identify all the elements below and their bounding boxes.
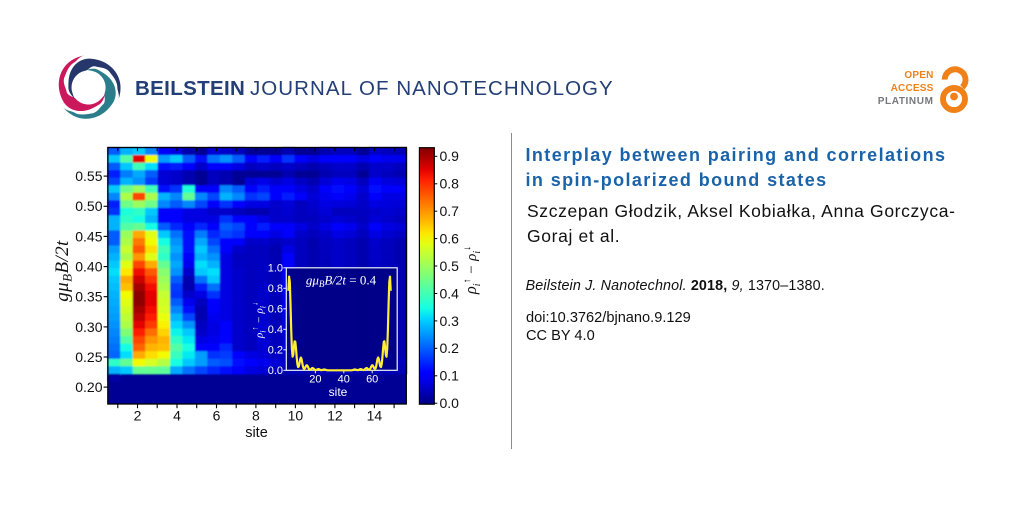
svg-text:60: 60 [366,374,378,386]
svg-text:0.7: 0.7 [440,203,460,219]
svg-text:1.0: 1.0 [268,263,283,275]
svg-text:0.35: 0.35 [75,289,102,305]
svg-text:0.2: 0.2 [268,345,283,357]
svg-text:20: 20 [309,374,321,386]
svg-text:40: 40 [338,374,350,386]
svg-text:gμBB/2t = 0.4: gμBB/2t = 0.4 [306,273,377,290]
svg-text:4: 4 [173,408,181,424]
svg-text:0.20: 0.20 [75,379,102,395]
svg-text:14: 14 [367,408,383,424]
svg-text:0.0: 0.0 [440,395,460,411]
svg-text:0.9: 0.9 [440,148,460,164]
svg-text:0.50: 0.50 [75,198,102,214]
svg-text:2: 2 [134,408,142,424]
svg-text:0.4: 0.4 [440,285,460,301]
svg-text:0.5: 0.5 [440,258,460,274]
svg-text:site: site [329,385,348,399]
svg-text:0.0: 0.0 [268,365,283,377]
svg-text:0.40: 0.40 [75,258,102,274]
svg-text:12: 12 [327,408,343,424]
svg-text:0.8: 0.8 [440,176,460,192]
svg-text:gμBB/2t: gμBB/2t [52,240,74,302]
svg-text:0.55: 0.55 [75,168,102,184]
svg-text:0.45: 0.45 [75,228,102,244]
svg-text:0.3: 0.3 [440,313,460,329]
svg-text:0.4: 0.4 [268,324,283,336]
svg-text:0.1: 0.1 [440,368,460,384]
svg-text:6: 6 [213,408,221,424]
svg-text:ρi↑ − ρi↓: ρi↑ − ρi↓ [461,246,483,295]
svg-text:0.6: 0.6 [268,304,283,316]
svg-text:0.30: 0.30 [75,319,102,335]
svg-text:8: 8 [252,408,260,424]
svg-text:0.2: 0.2 [440,340,460,356]
svg-text:0.8: 0.8 [268,283,283,295]
svg-text:0.6: 0.6 [440,231,460,247]
svg-text:10: 10 [288,408,304,424]
svg-text:site: site [245,425,268,441]
svg-text:0.25: 0.25 [75,349,102,365]
